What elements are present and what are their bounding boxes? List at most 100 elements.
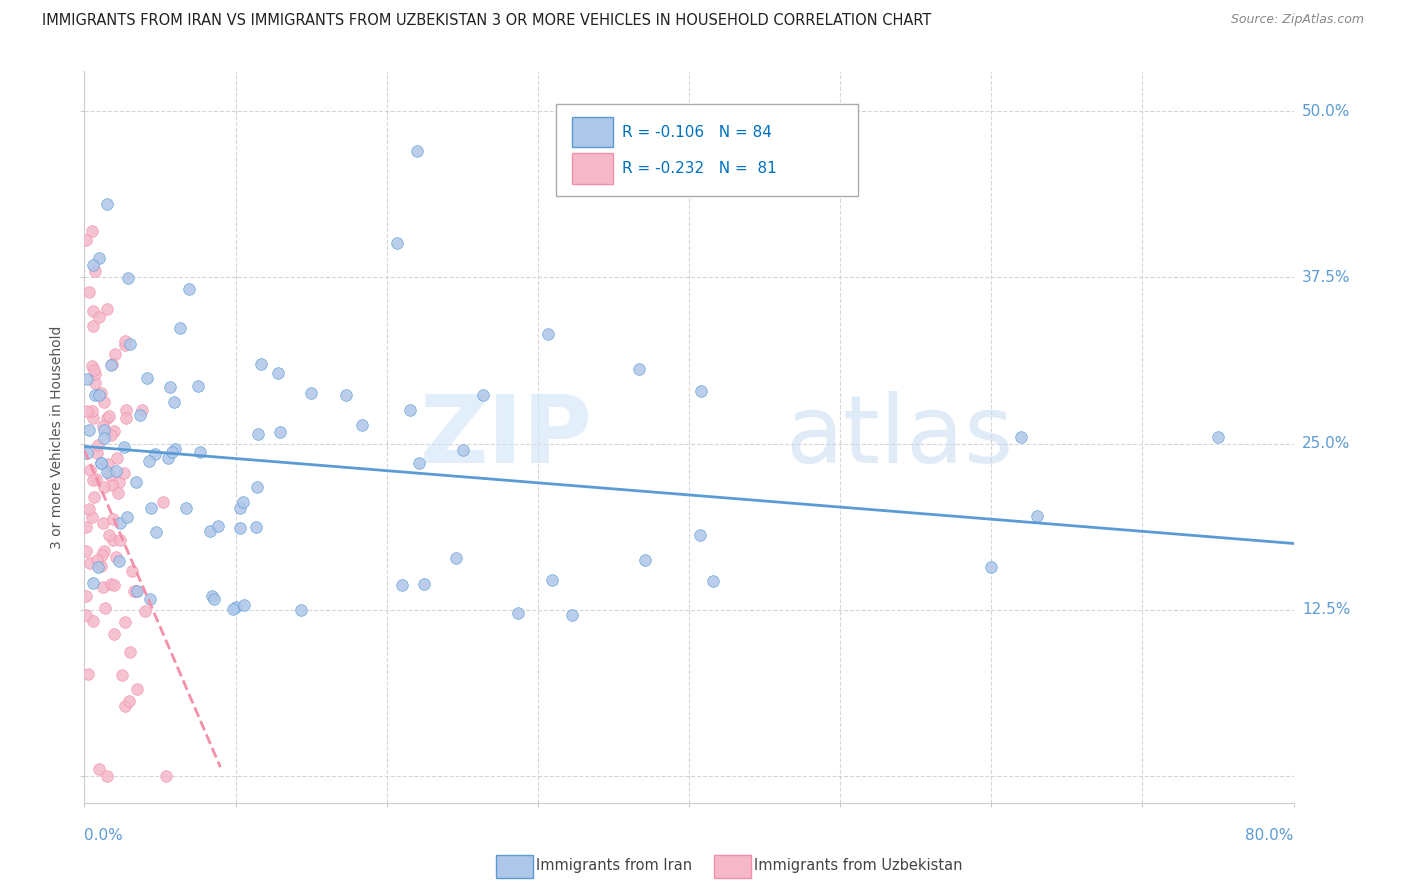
Point — [89, 251, 111, 265]
Point — [138, 592, 160, 607]
Point — [125, 584, 148, 599]
Point — [269, 425, 291, 439]
Point — [145, 525, 167, 540]
Point — [112, 467, 135, 481]
Point — [83, 363, 105, 377]
Point — [540, 573, 562, 587]
Point — [245, 520, 267, 534]
Point — [561, 607, 583, 622]
Point — [79, 556, 101, 570]
Point — [77, 423, 100, 437]
Point — [112, 440, 135, 454]
Point — [233, 598, 256, 612]
Point — [100, 359, 122, 373]
Point — [105, 549, 128, 564]
Point — [90, 456, 112, 470]
Text: atlas: atlas — [786, 391, 1014, 483]
Point — [115, 402, 138, 417]
Point — [77, 501, 100, 516]
Point — [406, 144, 429, 158]
Point — [702, 574, 724, 588]
Point — [77, 285, 100, 299]
Point — [980, 559, 1002, 574]
Point — [76, 666, 98, 681]
Point — [413, 577, 436, 591]
Point — [408, 456, 430, 470]
Point — [115, 410, 138, 425]
Point — [91, 418, 114, 433]
Point — [127, 682, 149, 697]
Point — [114, 698, 136, 713]
Text: IMMIGRANTS FROM IRAN VS IMMIGRANTS FROM UZBEKISTAN 3 OR MORE VEHICLES IN HOUSEHO: IMMIGRANTS FROM IRAN VS IMMIGRANTS FROM … — [42, 13, 932, 29]
Point — [108, 516, 131, 530]
Point — [222, 601, 245, 615]
Point — [207, 519, 229, 533]
Point — [96, 411, 118, 425]
Point — [76, 404, 98, 418]
Point — [179, 282, 201, 296]
Point — [94, 601, 117, 615]
Point — [141, 500, 163, 515]
Point — [101, 511, 124, 525]
Text: Immigrants from Iran: Immigrants from Iran — [536, 858, 692, 872]
Point — [108, 475, 131, 489]
Point — [87, 310, 110, 325]
Point — [83, 490, 105, 504]
Point — [100, 357, 122, 371]
Point — [87, 560, 110, 574]
Point — [152, 495, 174, 509]
Point — [91, 580, 114, 594]
Text: 0.0%: 0.0% — [84, 828, 124, 843]
Point — [87, 438, 110, 452]
Point — [127, 584, 149, 599]
Point — [84, 472, 107, 486]
Point — [82, 576, 104, 591]
Point — [246, 480, 269, 494]
Point — [634, 553, 657, 567]
Point — [96, 465, 118, 479]
Point — [82, 404, 104, 418]
Point — [100, 478, 122, 492]
Text: R = -0.232   N =  81: R = -0.232 N = 81 — [623, 161, 778, 176]
Point — [165, 442, 187, 456]
Point — [97, 458, 120, 472]
Point — [118, 337, 141, 351]
Point — [93, 431, 115, 445]
Point — [471, 388, 494, 402]
Point — [131, 402, 153, 417]
Point — [187, 379, 209, 393]
Point — [101, 533, 124, 548]
Point — [159, 380, 181, 394]
Point — [115, 509, 138, 524]
Point — [82, 318, 104, 333]
Point — [169, 321, 191, 335]
Point — [82, 359, 104, 373]
Point — [352, 418, 374, 433]
Point — [103, 627, 125, 641]
Point — [86, 445, 108, 459]
Point — [82, 615, 104, 629]
Point — [290, 603, 312, 617]
Point — [100, 428, 122, 442]
Point — [84, 264, 107, 278]
Point — [96, 769, 118, 783]
Point — [174, 500, 197, 515]
Point — [76, 446, 98, 460]
Point — [90, 385, 112, 400]
Point — [91, 516, 114, 530]
Point — [76, 372, 98, 386]
Text: ZIP: ZIP — [419, 391, 592, 483]
Point — [1025, 508, 1047, 523]
Point — [232, 495, 254, 509]
Point — [134, 604, 156, 618]
Text: Source: ZipAtlas.com: Source: ZipAtlas.com — [1230, 13, 1364, 27]
Point — [508, 606, 530, 620]
Point — [89, 388, 111, 402]
Point — [104, 464, 127, 478]
Point — [247, 427, 270, 442]
Text: 25.0%: 25.0% — [1302, 436, 1350, 451]
Point — [122, 583, 145, 598]
Point — [75, 607, 97, 622]
Point — [190, 445, 212, 459]
Point — [75, 589, 97, 603]
